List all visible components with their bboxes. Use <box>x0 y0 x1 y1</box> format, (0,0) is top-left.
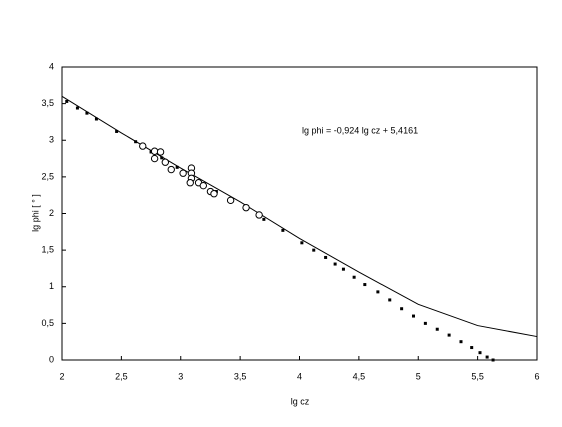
y-axis-label: lg phi [ ° ] <box>30 194 40 232</box>
y-tick-label: 3,5 <box>41 98 54 108</box>
dot <box>75 106 79 110</box>
circle-point <box>139 142 147 150</box>
dot <box>478 351 482 355</box>
y-tick-label: 0,5 <box>41 318 54 328</box>
x-tick-label: 2,5 <box>115 371 128 381</box>
dot <box>312 248 316 252</box>
y-tick-label: 0 <box>49 354 54 364</box>
dot <box>85 111 89 115</box>
dot <box>412 314 415 318</box>
x-tick-label: 3,5 <box>234 371 247 381</box>
x-tick-label: 4,5 <box>353 371 366 381</box>
dot <box>333 262 337 266</box>
annotation: lg phi = -0,924 lg cz + 5,4161 <box>302 125 418 135</box>
y-tick-label: 2 <box>49 208 54 218</box>
dot <box>485 355 489 359</box>
dot <box>94 117 98 121</box>
y-tick-label: 2,5 <box>41 171 54 181</box>
x-axis-label: lg cz <box>291 396 310 406</box>
circle-point <box>242 203 250 212</box>
circle-point <box>226 196 235 205</box>
dot <box>376 290 380 294</box>
dot <box>65 99 69 103</box>
dot <box>300 241 304 245</box>
x-tick-label: 6 <box>534 371 539 381</box>
circle-point <box>161 158 170 166</box>
circle-point <box>255 211 263 219</box>
dot <box>435 327 439 331</box>
dot <box>400 307 404 311</box>
dot <box>341 267 345 271</box>
circle-point <box>167 165 175 174</box>
dot <box>175 165 179 169</box>
circle-point <box>150 147 159 155</box>
dot <box>388 298 392 302</box>
circle-point <box>150 154 159 163</box>
y-tick-label: 1 <box>49 281 54 291</box>
y-tick-label: 1,5 <box>41 245 54 255</box>
x-tick-label: 4 <box>297 371 302 381</box>
x-tick-label: 5 <box>416 371 421 381</box>
x-tick-label: 5,5 <box>471 371 484 381</box>
dot <box>363 283 367 287</box>
dot <box>459 340 463 344</box>
dot <box>115 129 119 133</box>
dot <box>281 228 285 232</box>
circle-point <box>210 190 218 198</box>
circle-point <box>199 181 208 190</box>
dot <box>134 140 138 144</box>
circle-point <box>179 169 187 177</box>
y-tick-label: 4 <box>49 61 54 71</box>
y-tick-label: 3 <box>49 135 54 145</box>
dot <box>262 217 266 221</box>
dot <box>160 156 164 160</box>
circle-point <box>156 148 165 156</box>
dot <box>423 321 427 325</box>
x-tick-label: 3 <box>178 371 183 381</box>
dot <box>470 346 474 350</box>
dot <box>352 275 356 279</box>
dot <box>491 358 495 362</box>
dot <box>324 255 328 259</box>
dot <box>447 333 451 337</box>
x-tick-label: 2 <box>59 371 64 381</box>
circle-point <box>186 179 194 187</box>
